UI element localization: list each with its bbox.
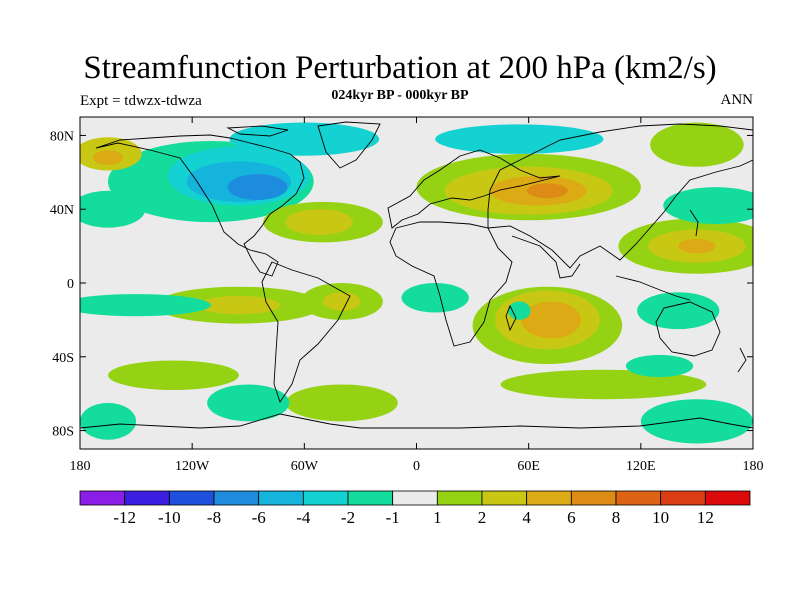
map-area <box>80 117 753 449</box>
season-label: ANN <box>720 92 754 108</box>
anomaly-region <box>285 209 353 236</box>
colorbar-label: 2 <box>478 508 487 527</box>
colorbar: -12 -10 -8 -6 -4 -2 -1 1 2 4 6 8 10 12 <box>79 490 751 527</box>
anomaly-region <box>526 183 568 199</box>
anomaly-region <box>80 190 146 228</box>
colorbar-swatch <box>392 490 438 506</box>
colorbar-label: -1 <box>386 508 400 527</box>
latitude-axis: 80N 40N 0 40S 80S <box>50 129 753 440</box>
lat-tick-label: 80N <box>50 129 74 144</box>
colorbar-swatch <box>436 490 483 506</box>
anomaly-region <box>678 238 716 254</box>
anomaly-region <box>207 384 290 422</box>
anomaly-region <box>93 150 123 165</box>
lon-tick-label: 180 <box>70 459 91 474</box>
colorbar-swatch <box>79 490 126 506</box>
lat-tick-label: 40S <box>52 351 74 366</box>
colorbar-label: -8 <box>207 508 221 527</box>
lon-tick-label: 120W <box>175 459 210 474</box>
anomaly-region <box>227 174 288 200</box>
colorbar-label: 8 <box>612 508 621 527</box>
anomaly-region <box>108 360 239 390</box>
anomaly-region <box>80 294 211 317</box>
colorbar-swatch <box>258 490 304 506</box>
lon-tick-label: 120E <box>626 459 656 474</box>
longitude-axis: 180 120W 60W 0 60E 120E 180 <box>70 117 764 474</box>
colorbar-swatch <box>704 490 751 506</box>
lat-tick-label: 80S <box>52 425 74 440</box>
colorbar-label: -10 <box>158 508 181 527</box>
colorbar-swatch <box>302 490 349 506</box>
colorbar-swatch <box>570 490 617 506</box>
colorbar-label: 10 <box>652 508 669 527</box>
lon-tick-label: 180 <box>743 459 764 474</box>
lon-tick-label: 60W <box>291 459 319 474</box>
anomaly-region <box>637 292 720 330</box>
anomaly-region <box>401 283 469 313</box>
coastlines <box>80 121 753 429</box>
anomaly-region <box>229 122 380 156</box>
colorbar-label: -2 <box>341 508 355 527</box>
colorbar-swatch <box>660 490 706 506</box>
plot-title: Streamfunction Perturbation at 200 hPa (… <box>83 50 717 86</box>
plot-subtitle: 024kyr BP - 000kyr BP <box>331 88 469 103</box>
lon-tick-label: 60E <box>517 459 540 474</box>
anomaly-region <box>521 301 582 339</box>
lat-tick-label: 0 <box>67 277 74 292</box>
colorbar-swatch <box>347 490 394 506</box>
lat-tick-label: 40N <box>50 203 74 218</box>
anomaly-region <box>640 399 753 444</box>
colorbar-label: 4 <box>522 508 531 527</box>
colorbar-label: 6 <box>567 508 576 527</box>
anomaly-region <box>650 122 744 167</box>
colorbar-swatch <box>213 490 260 506</box>
anomaly-region <box>508 301 531 320</box>
anomaly-region <box>435 124 604 154</box>
colorbar-label: -6 <box>252 508 266 527</box>
colorbar-swatch <box>481 490 528 506</box>
colorbar-label: 1 <box>433 508 442 527</box>
colorbar-swatch <box>615 490 662 506</box>
anomaly-region <box>197 295 281 315</box>
anomaly-region <box>663 187 753 224</box>
anomaly-region <box>285 384 398 422</box>
anomaly-region <box>500 369 707 400</box>
colorbar-label: 12 <box>697 508 714 527</box>
colorbar-swatch <box>168 490 215 506</box>
lon-tick-label: 0 <box>413 459 420 474</box>
colorbar-label: -12 <box>113 508 136 527</box>
anomaly-region <box>323 292 361 311</box>
anomaly-region <box>80 402 137 440</box>
colorbar-swatch <box>124 490 170 506</box>
anomaly-region <box>625 354 694 378</box>
colorbar-swatch <box>526 490 572 506</box>
experiment-label: Expt = tdwzx-tdwza <box>80 93 202 109</box>
colorbar-label: -4 <box>296 508 311 527</box>
